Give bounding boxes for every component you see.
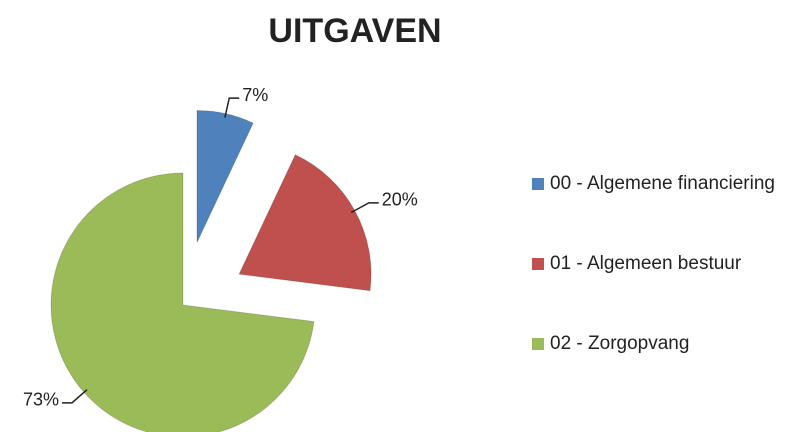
legend-item: 00 - Algemene financiering	[532, 170, 782, 250]
legend-swatch	[532, 258, 544, 270]
pie-slice	[196, 110, 254, 243]
leader-line	[61, 389, 88, 404]
legend-item: 01 - Algemeen bestuur	[532, 250, 782, 330]
legend: 00 - Algemene financiering 01 - Algemeen …	[532, 170, 782, 410]
legend-label: 02 - Zorgopvang	[550, 333, 690, 354]
leader-line	[224, 97, 240, 118]
pie-slice	[238, 154, 372, 292]
legend-label: 00 - Algemene financiering	[550, 173, 775, 194]
data-label: 7%	[242, 85, 268, 105]
data-label: 73%	[23, 390, 59, 410]
chart-title: UITGAVEN	[268, 12, 441, 50]
legend-swatch	[532, 178, 544, 190]
data-label: 20%	[382, 190, 418, 210]
legend-label: 01 - Algemeen bestuur	[550, 253, 742, 274]
legend-swatch	[532, 338, 544, 350]
leader-line	[350, 202, 379, 214]
legend-item: 02 - Zorgopvang	[532, 330, 782, 410]
